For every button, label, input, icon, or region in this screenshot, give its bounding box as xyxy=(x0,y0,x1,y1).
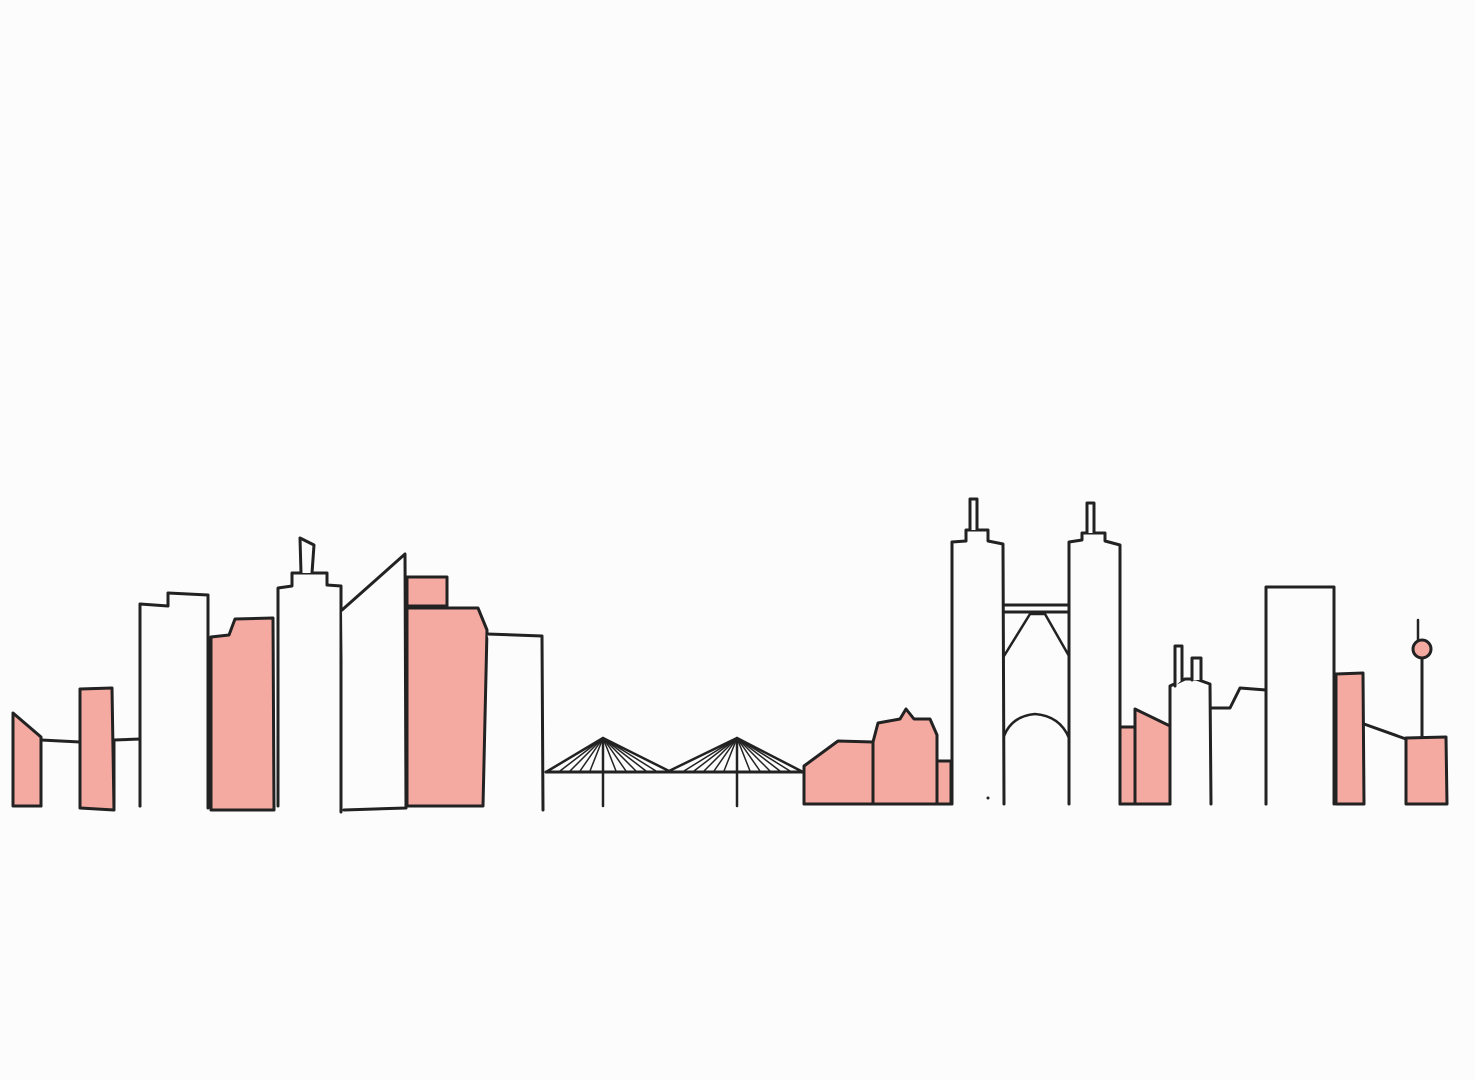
speck xyxy=(986,796,990,800)
cable-stayed-bridge xyxy=(544,736,805,808)
tv-tower xyxy=(1411,618,1433,739)
building-pink-right xyxy=(1334,671,1366,806)
building-pink-gabled xyxy=(871,707,939,806)
building-white-tall-block xyxy=(1264,585,1336,806)
building-white-stepped xyxy=(138,591,210,810)
twin-tower-right-spire xyxy=(1085,501,1096,535)
building-pink-small xyxy=(935,759,953,806)
building-white-low-stepped xyxy=(1209,686,1268,806)
twin-tower-left-spire xyxy=(968,497,979,532)
building-white-block xyxy=(485,632,545,812)
building-low-connector xyxy=(39,738,82,808)
building-white-chimneys xyxy=(1168,677,1213,806)
building-pink-top-block xyxy=(405,575,449,608)
building-white-slanted-roof xyxy=(340,552,408,812)
twin-tower-right xyxy=(1067,531,1122,806)
building-pink-tall xyxy=(405,606,489,808)
chimney-right xyxy=(1190,656,1203,682)
building-pink-stepped xyxy=(209,616,276,812)
chimney-left xyxy=(1173,644,1184,688)
building-pink-slanted xyxy=(11,711,43,808)
building-pink-tower-base xyxy=(1404,735,1449,806)
antenna-flag xyxy=(298,536,316,575)
building-small-connector xyxy=(112,737,142,808)
building-white-antenna xyxy=(276,571,343,814)
building-pink-narrow xyxy=(78,686,116,812)
building-pink-sloped-roof xyxy=(1118,707,1172,806)
building-white-sloped-right xyxy=(1362,722,1408,741)
twin-tower-left xyxy=(950,528,1006,806)
twin-tower-skybridge xyxy=(1002,603,1071,740)
building-pink-low-left xyxy=(802,739,875,806)
